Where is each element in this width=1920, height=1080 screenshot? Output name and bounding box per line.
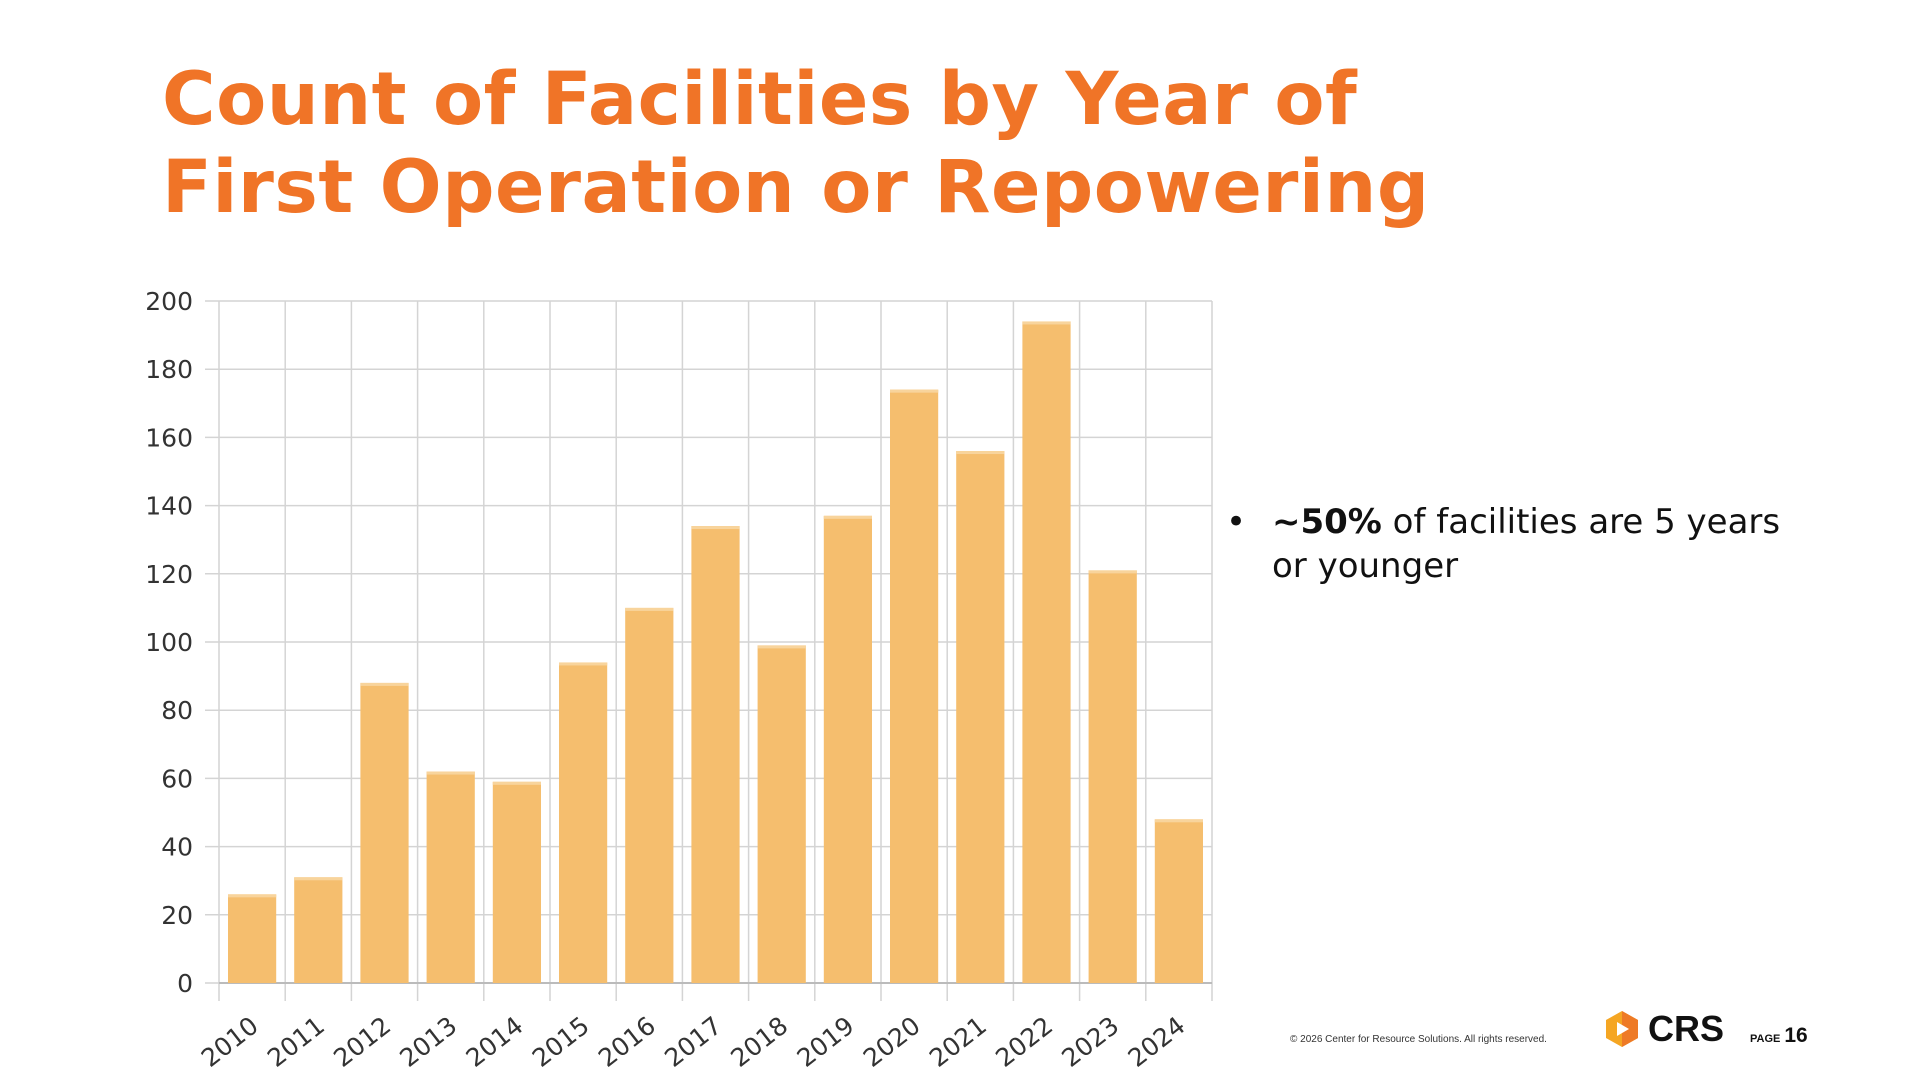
bar-top-highlight — [691, 526, 740, 530]
x-tick-label: 2010 — [196, 1011, 264, 1073]
crs-logo: CRS — [1602, 1008, 1724, 1050]
bar-top-highlight — [956, 451, 1005, 455]
bar-top-highlight — [360, 682, 409, 686]
bullet-icon: • — [1226, 502, 1247, 542]
bar-top-highlight — [559, 662, 608, 666]
y-tick-label: 0 — [177, 969, 193, 998]
x-tick-label: 2021 — [924, 1011, 992, 1073]
bar — [757, 645, 806, 983]
bar — [625, 607, 674, 983]
bar — [426, 771, 475, 983]
slide-title: Count of Facilities by Year of First Ope… — [162, 57, 1430, 230]
x-tick-label: 2024 — [1123, 1011, 1191, 1073]
bar — [1022, 321, 1071, 984]
bullet-point: • ~50% of facilities are 5 years or youn… — [1226, 500, 1786, 588]
x-tick-label: 2014 — [461, 1011, 529, 1073]
logo-text: CRS — [1648, 1008, 1725, 1049]
y-tick-label: 60 — [161, 764, 193, 793]
bullet-rest: of facilities are 5 years or younger — [1272, 502, 1781, 586]
y-tick-label: 120 — [145, 560, 193, 589]
x-tick-label: 2023 — [1056, 1011, 1124, 1073]
page-label: PAGE — [1750, 1033, 1781, 1045]
y-tick-label: 100 — [145, 628, 193, 657]
bar-top-highlight — [492, 781, 541, 785]
bar-top-highlight — [426, 771, 475, 775]
bar — [956, 451, 1005, 983]
y-tick-label: 40 — [161, 833, 193, 862]
bar-top-highlight — [228, 894, 277, 898]
x-tick-label: 2018 — [725, 1011, 793, 1073]
bar-top-highlight — [757, 645, 806, 649]
x-tick-label: 2011 — [262, 1011, 330, 1073]
crs-logo-icon — [1606, 1011, 1638, 1047]
bar-top-highlight — [294, 877, 343, 881]
bar — [360, 682, 409, 983]
bar — [1088, 570, 1137, 983]
bar-top-highlight — [1022, 321, 1071, 325]
x-tick-label: 2016 — [593, 1011, 661, 1073]
y-tick-label: 180 — [145, 355, 193, 384]
bullet-bold: ~50% — [1272, 502, 1382, 542]
bar — [559, 662, 608, 983]
bar — [1154, 819, 1203, 983]
page-num: 16 — [1784, 1024, 1808, 1047]
x-tick-label: 2012 — [328, 1011, 396, 1073]
bar — [823, 515, 872, 983]
x-tick-label: 2019 — [792, 1011, 860, 1073]
bar — [691, 526, 740, 983]
y-tick-label: 80 — [161, 696, 193, 725]
bar-top-highlight — [625, 607, 674, 611]
page-number: PAGE 16 — [1750, 1024, 1808, 1048]
x-tick-label: 2015 — [527, 1011, 595, 1073]
copyright: © 2026 Center for Resource Solutions. Al… — [1290, 1034, 1547, 1045]
y-tick-label: 160 — [145, 423, 193, 452]
bar — [228, 894, 277, 983]
x-tick-label: 2017 — [659, 1011, 727, 1073]
bar-top-highlight — [823, 515, 872, 519]
x-tick-label: 2020 — [858, 1011, 926, 1073]
bar-top-highlight — [890, 389, 939, 393]
x-tick-label: 2013 — [394, 1011, 462, 1073]
y-tick-label: 140 — [145, 492, 193, 521]
bar-top-highlight — [1088, 570, 1137, 574]
y-tick-label: 200 — [145, 287, 193, 316]
bar — [294, 877, 343, 983]
bar — [890, 389, 939, 983]
y-tick-label: 20 — [161, 901, 193, 930]
x-tick-label: 2022 — [990, 1011, 1058, 1073]
bullet-text: ~50% of facilities are 5 years or younge… — [1272, 500, 1786, 588]
bar — [492, 781, 541, 983]
bar-top-highlight — [1154, 819, 1203, 823]
